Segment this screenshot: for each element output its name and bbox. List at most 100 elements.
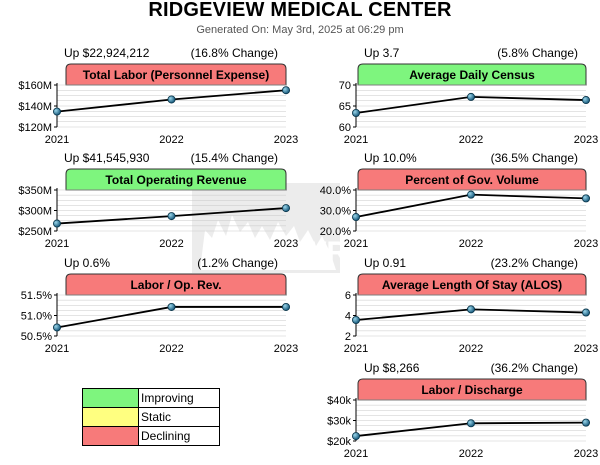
x-tick-label: 2023 — [274, 238, 298, 250]
y-tick-label: 4 — [345, 311, 351, 323]
chart-title-badge — [65, 273, 287, 296]
x-tick-label: 2022 — [159, 238, 183, 250]
chart-title: Total Labor (Personnel Expense) — [83, 68, 269, 82]
chart-title-badge — [357, 168, 587, 191]
chart-title-badge — [65, 63, 287, 86]
chart-panel: Up $41,545,930 (15.4% Change) Total Operat… — [18, 151, 298, 250]
y-tick-label: 51.0% — [21, 311, 52, 323]
legend-label: Declining — [141, 429, 191, 443]
y-tick-label: 20.0% — [320, 226, 351, 238]
legend-item-declining: Declining — [83, 427, 219, 445]
chart-title: Labor / Op. Rev. — [130, 278, 221, 292]
y-tick-label: 30.0% — [320, 206, 351, 218]
y-tick-label: 65 — [339, 101, 351, 113]
legend: Improving Static Declining — [82, 388, 220, 446]
y-tick-label: 51.5% — [21, 290, 52, 302]
y-tick-label: 60 — [339, 122, 351, 134]
change-amount: Up $8,266 — [364, 361, 420, 375]
data-point — [53, 323, 62, 332]
data-point — [281, 302, 290, 311]
x-tick-label: 2022 — [459, 448, 483, 460]
chart-panel: Up $8,266 (36.2% Change) Labor / Discharge… — [327, 361, 598, 460]
y-tick-label: $40k — [327, 395, 351, 407]
data-point — [466, 92, 475, 101]
legend-label: Static — [141, 410, 172, 424]
x-tick-label: 2022 — [159, 343, 183, 355]
change-percent: (36.2% Change) — [491, 361, 578, 375]
data-point — [281, 86, 290, 95]
data-point — [167, 212, 176, 221]
data-point — [53, 219, 62, 228]
chart-title: Average Length Of Stay (ALOS) — [382, 278, 562, 292]
y-tick-label: $20k — [327, 436, 351, 448]
data-point — [466, 190, 475, 199]
change-percent: (36.5% Change) — [491, 151, 578, 165]
chart-title-badge — [357, 378, 587, 401]
data-point — [351, 109, 360, 118]
y-tick-label: $300M — [18, 206, 52, 218]
chart-title: Total Operating Revenue — [105, 173, 246, 187]
x-tick-label: 2021 — [45, 134, 69, 146]
report-subtitle: Generated On: May 3rd, 2025 at 06:29 pm — [196, 24, 404, 36]
legend-swatch-declining — [83, 427, 139, 445]
legend-item-improving: Improving — [83, 389, 219, 408]
legend-swatch-static — [83, 408, 139, 426]
chart-panel: Up 0.6% (1.2% Change) Labor / Op. Rev. 50.5… — [21, 256, 298, 355]
y-tick-label: 6 — [345, 290, 351, 302]
data-point — [582, 194, 591, 203]
y-tick-label: 40.0% — [320, 185, 351, 197]
chart-title: Labor / Discharge — [421, 383, 523, 397]
data-point — [466, 305, 475, 314]
y-tick-label: $120M — [18, 122, 52, 134]
x-tick-label: 2021 — [344, 448, 368, 460]
chart-title: Percent of Gov. Volume — [405, 173, 539, 187]
y-tick-label: $140M — [18, 101, 52, 113]
y-tick-label: $350M — [18, 185, 52, 197]
x-tick-label: 2023 — [574, 343, 598, 355]
change-amount: Up 3.7 — [364, 46, 400, 60]
data-point — [466, 419, 475, 428]
x-tick-label: 2021 — [45, 238, 69, 250]
chart-panel: Up 3.7 (5.8% Change) Average Daily Census 6… — [339, 46, 598, 146]
x-tick-label: 2023 — [274, 134, 298, 146]
x-tick-label: 2022 — [159, 134, 183, 146]
y-tick-label: $30k — [327, 416, 351, 428]
chart-title-badge — [357, 63, 587, 86]
chart-panel: Up $22,924,212 (16.8% Change) Total Labor … — [18, 46, 298, 146]
y-tick-label: $250M — [18, 226, 52, 238]
y-tick-label: 50.5% — [21, 331, 52, 343]
legend-label: Improving — [141, 391, 194, 405]
data-point — [167, 302, 176, 311]
chart-title: Average Daily Census — [409, 68, 535, 82]
chart-title-badge — [65, 168, 287, 191]
chart-panel: Up 0.91 (23.2% Change) Average Length Of S… — [344, 256, 598, 355]
data-point — [167, 95, 176, 104]
x-tick-label: 2023 — [574, 134, 598, 146]
x-tick-label: 2021 — [344, 238, 368, 250]
data-point — [281, 204, 290, 213]
change-percent: (5.8% Change) — [497, 46, 578, 60]
chart-title-badge — [357, 273, 587, 296]
data-point — [53, 107, 62, 116]
change-amount: Up $22,924,212 — [64, 46, 150, 60]
x-tick-label: 2021 — [344, 343, 368, 355]
change-amount: Up 0.6% — [64, 256, 110, 270]
y-tick-label: 70 — [339, 80, 351, 92]
x-tick-label: 2022 — [459, 134, 483, 146]
change-amount: Up 10.0% — [364, 151, 417, 165]
chart-panel: Up 10.0% (36.5% Change) Percent of Gov. Vo… — [320, 151, 598, 250]
change-amount: Up $41,545,930 — [64, 151, 150, 165]
change-percent: (15.4% Change) — [191, 151, 278, 165]
data-point — [582, 308, 591, 317]
change-percent: (23.2% Change) — [491, 256, 578, 270]
change-amount: Up 0.91 — [364, 256, 406, 270]
report-title: RIDGEVIEW MEDICAL CENTER — [148, 0, 452, 21]
legend-swatch-improving — [83, 389, 139, 407]
x-tick-label: 2021 — [45, 343, 69, 355]
x-tick-label: 2022 — [459, 238, 483, 250]
data-point — [351, 316, 360, 325]
change-percent: (1.2% Change) — [197, 256, 278, 270]
data-point — [351, 213, 360, 222]
data-point — [351, 432, 360, 441]
